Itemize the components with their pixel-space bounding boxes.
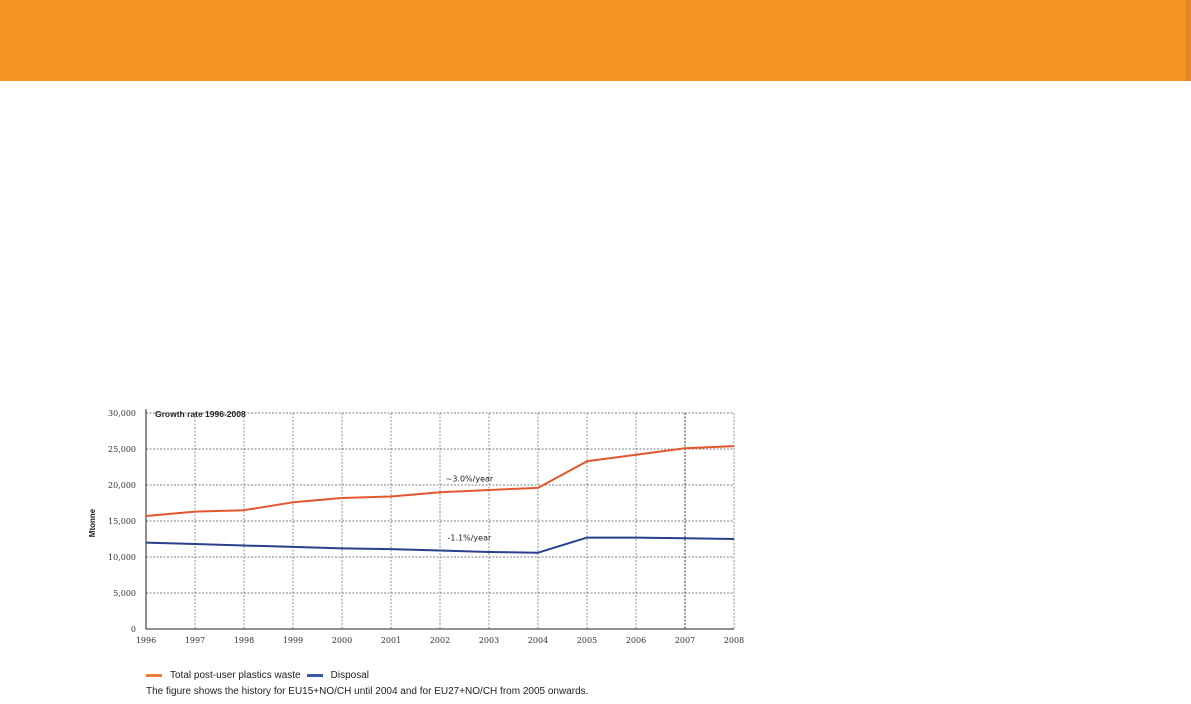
x-tick-label: 2001 [381,636,401,645]
header-banner-edge [1186,0,1191,81]
legend-label-disposal: Disposal [330,669,369,681]
y-tick-label: 10,000 [108,553,136,562]
x-tick-label: 2008 [724,636,744,645]
legend-swatch-disposal [306,673,323,677]
y-axis-label: Mtonne [88,508,97,537]
series-layer [145,445,735,554]
label-layer: 0 5,000 10,000 15,000 20,000 25,000 30,000 1996… [108,409,744,645]
y-tick-label: 25,000 [108,445,136,454]
chart-title: Growth rate 1996-2008 [155,409,246,419]
series-line-disposal [145,536,735,554]
x-tick-label: 2006 [626,636,646,645]
annotation-growth-total: ~3.0%/year [446,474,494,483]
series-line-total [145,445,735,517]
x-tick-label: 1999 [283,636,303,645]
y-tick-label: 20,000 [108,481,136,490]
legend: Total post-user plastics waste Disposal [146,667,375,683]
x-tick-label: 2000 [332,636,352,645]
x-tick-label: 1997 [185,636,205,645]
figure-caption: The figure shows the history for EU15+NO… [146,686,589,697]
x-tick-label: 1996 [136,636,156,645]
y-tick-label: 5,000 [113,589,136,598]
x-tick-label: 2004 [528,636,548,645]
legend-item-total: Total post-user plastics waste [146,670,301,681]
legend-swatch-total [146,673,162,677]
y-tick-label: 0 [131,625,136,634]
y-tick-label: 15,000 [108,517,136,526]
x-tick-label: 2002 [430,636,450,645]
header-banner [0,0,1191,81]
x-tick-label: 2003 [479,636,499,645]
y-tick-label: 30,000 [108,409,136,418]
x-tick-label: 2005 [577,636,597,645]
legend-label-total: Total post-user plastics waste [170,669,301,681]
axis-layer [145,409,734,630]
x-tick-label: 2007 [675,636,695,645]
legend-item-disposal: Disposal [306,669,369,681]
x-tick-label: 1998 [234,636,254,645]
annotation-growth-disposal: -1.1%/year [448,533,492,542]
grid-layer [146,412,735,629]
